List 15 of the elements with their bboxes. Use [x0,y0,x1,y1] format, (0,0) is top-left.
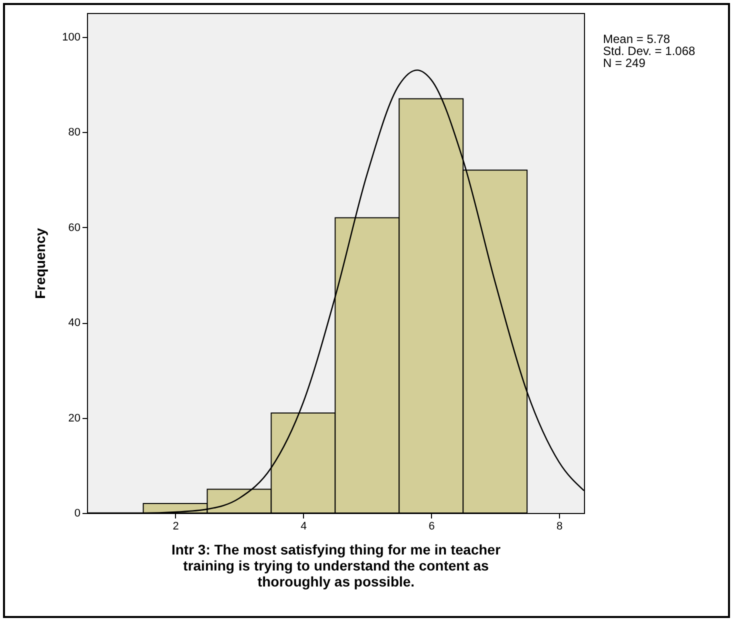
x-tick-label: 6 [428,520,435,532]
x-tick-label: 2 [172,520,179,532]
y-axis-title: Frequency [32,228,48,299]
x-tick-label: 8 [556,520,563,532]
text: Mean = 5.78 [603,32,672,46]
text: N = 249 [603,56,646,70]
y-tick-label: 100 [62,31,80,44]
y-tick-label: 20 [68,412,80,424]
x-axis-title: Intr 3: The most satisfying thing for me in teacher training is trying to understand the content as thoroughly as possible. [171,542,502,590]
y-tick-label: 0 [74,508,80,520]
y-tick-label: 40 [68,317,80,330]
y-tick-label: 60 [68,222,80,234]
y-tick-label: 80 [68,126,80,139]
text: Std. Dev. = 1.068 [603,44,696,58]
x-tick-label: 4 [300,520,307,532]
